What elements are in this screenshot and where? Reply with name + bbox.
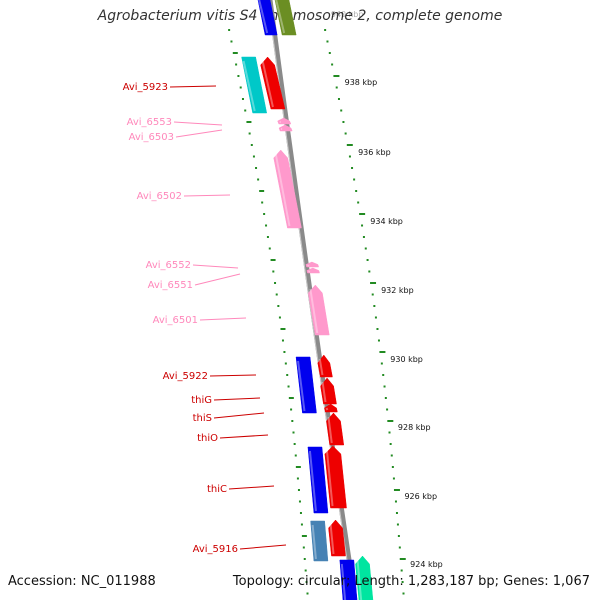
scale-label: 934 kbp: [370, 217, 403, 226]
olive-gene: [274, 0, 297, 36]
map-title: Agrobacterium vitis S4 chromosome 2, com…: [97, 8, 503, 24]
forward-gene: [260, 56, 286, 110]
forward-gene: [324, 445, 347, 509]
forward-gene: [328, 519, 346, 557]
cyan-gene: [241, 56, 268, 114]
forward-gene: [317, 354, 333, 378]
reverse-gene-shine: [297, 360, 306, 412]
reverse-gene: [257, 0, 278, 36]
outer-tick-ring: [324, 29, 406, 595]
forward-gene-shine: [327, 416, 333, 444]
label-leader: [239, 544, 287, 550]
forward-gene: [326, 412, 345, 446]
rna-gene: [305, 261, 319, 268]
gene-label: Avi_5922: [163, 371, 208, 382]
gene-label: Avi_5923: [123, 82, 168, 93]
forward-gene: [324, 403, 338, 413]
reverse-gene: [295, 356, 317, 414]
olive-gene-shine: [275, 0, 286, 34]
scale-label: 938 kbp: [345, 78, 378, 87]
gene-label: Avi_6552: [146, 260, 191, 271]
label-leader: [228, 485, 275, 490]
accession-text: Accession: NC_011988: [8, 574, 156, 589]
scale-label: 930 kbp: [390, 355, 423, 364]
forward-gene-shine: [329, 523, 335, 555]
rna-gene-shine: [307, 264, 310, 267]
gene-label: Avi_6553: [127, 117, 172, 128]
label-leader: [194, 273, 241, 286]
gene-label: thiG: [191, 395, 212, 406]
gene-label: thiO: [197, 433, 218, 444]
steel-gene: [310, 520, 329, 562]
reverse-gene: [339, 559, 358, 600]
inner-tick-ring: [228, 29, 309, 595]
scale-label: 932 kbp: [381, 286, 414, 295]
mint-gene-shine: [356, 559, 363, 600]
rna-gene-shine: [274, 153, 291, 227]
reverse-gene-shine: [308, 450, 317, 512]
scale-label: 926 kbp: [404, 492, 437, 501]
rna-gene-shine: [309, 288, 319, 334]
rna-gene: [308, 284, 330, 336]
forward-gene-shine: [318, 358, 324, 376]
label-leader: [199, 317, 247, 321]
scale-label: 924 kbp: [410, 560, 443, 569]
gene-labels: Avi_5923 Avi_6553 Avi_6503 Avi_6502 Avi_6552…: [123, 82, 238, 555]
rna-gene: [277, 117, 292, 125]
scale-label: 940 kbp: [331, 10, 364, 19]
forward-gene-shine: [325, 407, 329, 411]
gene-label: Avi_6551: [148, 280, 193, 291]
forward-gene-shine: [261, 60, 274, 108]
gene-label: Avi_6501: [153, 315, 198, 326]
gene-label: Avi_6503: [129, 132, 174, 143]
label-leader: [173, 121, 223, 126]
rna-gene-shine: [308, 270, 311, 273]
forward-gene-shine: [325, 449, 334, 507]
label-leader: [175, 129, 223, 138]
label-leader: [192, 264, 239, 269]
forward-gene-shine: [321, 381, 327, 403]
scale-label: 928 kbp: [398, 423, 431, 432]
gene-label: Avi_6502: [137, 191, 182, 202]
steel-gene-shine: [311, 524, 317, 560]
label-leaders: [169, 85, 287, 550]
reverse-gene-shine: [340, 563, 347, 600]
rna-gene: [273, 149, 302, 229]
rna-gene: [306, 267, 320, 274]
label-leader: [209, 374, 257, 377]
rna-gene: [278, 124, 293, 132]
gene-label: thiC: [207, 484, 227, 495]
feature-track: [241, 0, 374, 600]
genome-summary: Topology: circular; Length: 1,283,187 bp…: [232, 574, 590, 589]
label-leader: [213, 397, 261, 401]
scale-labels: 940 kbp 938 kbp 936 kbp 934 kbp 932 kbp 930 k…: [331, 10, 443, 569]
scale-label: 936 kbp: [358, 148, 391, 157]
label-leader: [213, 412, 265, 419]
label-leader: [219, 434, 269, 439]
label-leader: [183, 194, 231, 197]
mint-gene: [355, 555, 374, 600]
gene-label: Avi_5916: [193, 544, 238, 555]
gene-label: thiS: [193, 413, 212, 424]
cyan-gene-shine: [242, 60, 256, 112]
reverse-gene-shine: [258, 0, 269, 34]
label-leader: [169, 85, 217, 88]
reverse-gene: [307, 446, 329, 514]
forward-gene: [320, 377, 337, 405]
